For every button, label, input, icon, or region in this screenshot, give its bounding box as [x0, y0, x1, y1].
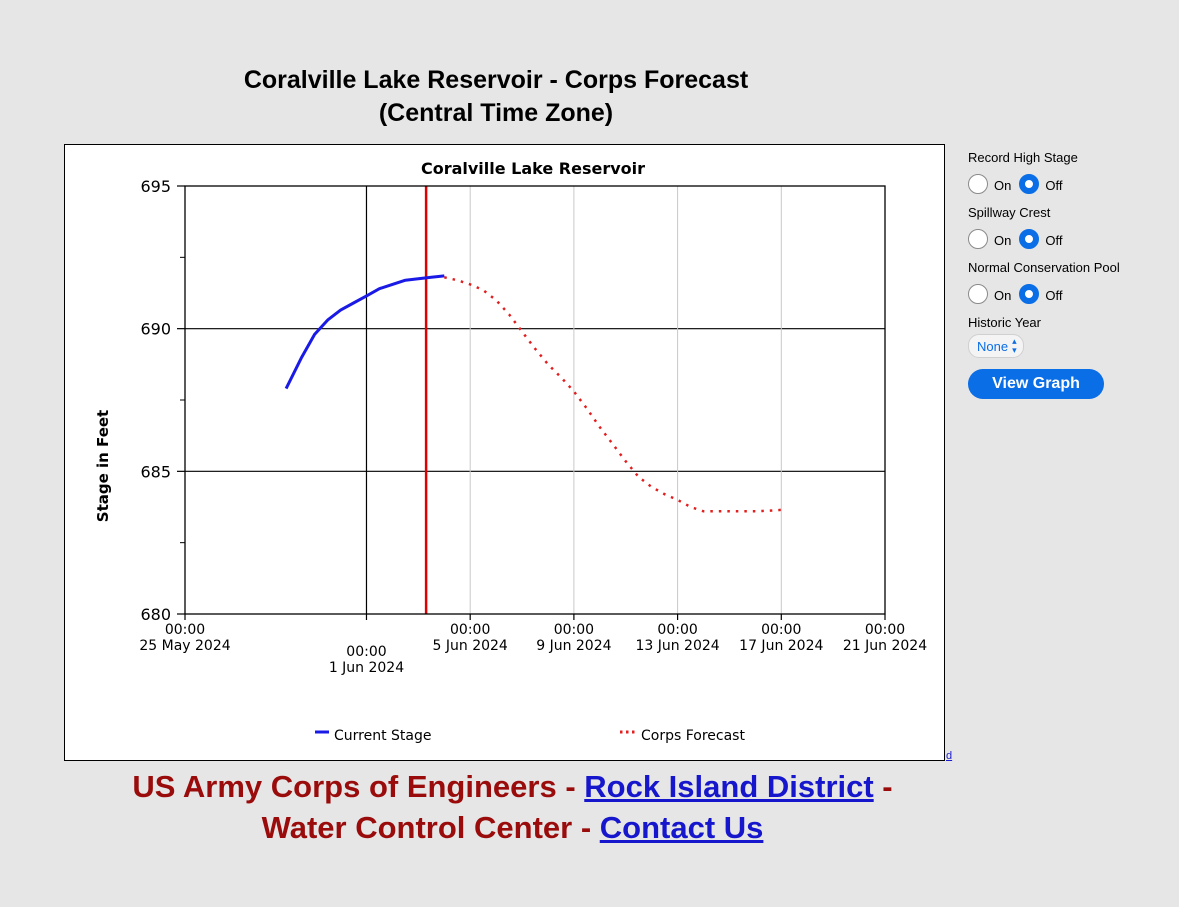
spillway-crest-on-radio[interactable]	[968, 228, 988, 249]
x-tick-date-label: 25 May 2024	[139, 638, 230, 654]
normal-conservation-pool-off-radio[interactable]	[1019, 283, 1040, 304]
x-tick-date-label: 5 Jun 2024	[433, 638, 508, 654]
record-high-stage-on-radio[interactable]	[968, 173, 988, 194]
plot-area-border	[184, 185, 886, 615]
normal-conservation-pool-off-label: Off	[1045, 288, 1063, 303]
x-tick-date-label: 9 Jun 2024	[536, 638, 611, 654]
spillway-crest-off-label: Off	[1045, 233, 1063, 248]
x-tick-time-label: 00:00	[865, 622, 905, 638]
corps-forecast-line	[444, 276, 782, 513]
x-tick-time-label: 00:00	[761, 622, 801, 638]
spillway-crest-off-radio[interactable]	[1019, 228, 1040, 249]
contact-us-link[interactable]: Contact Us	[599, 810, 764, 845]
spillway-crest-on-label: On	[994, 233, 1012, 248]
chart-frame: Coralville Lake Reservoir Stage in Feet …	[64, 144, 945, 761]
x-tick-date-label: 17 Jun 2024	[739, 638, 823, 654]
record-high-stage-group: Record High Stage On Off	[968, 148, 1173, 203]
record-high-stage-label: Record High Stage	[968, 150, 1078, 165]
chart-title: Coralville Lake Reservoir	[421, 159, 645, 178]
y-axis-label: Stage in Feet	[94, 410, 112, 522]
historic-year-label: Historic Year	[968, 315, 1041, 330]
x-tick-time-label: 00:00	[165, 622, 205, 638]
x-tick-date-label: 21 Jun 2024	[843, 638, 927, 654]
page-title-line-1: Coralville Lake Reservoir - Corps Foreca…	[243, 66, 749, 94]
page-title-line-2: (Central Time Zone)	[378, 99, 614, 127]
record-high-stage-on-label: On	[994, 178, 1012, 193]
legend-current-stage-label: Current Stage	[334, 728, 432, 744]
x-tick-time-label: 00:00	[657, 622, 697, 638]
historic-year-select[interactable]: None ▴ ▾	[968, 334, 1024, 358]
stage-chart: Coralville Lake Reservoir Stage in Feet …	[94, 159, 927, 744]
spillway-crest-group: Spillway Crest On Off	[968, 203, 1173, 258]
footer-line-2: Water Control Center - Contact Us	[60, 807, 965, 848]
y-tick-label: 685	[140, 462, 171, 481]
legend: Current Stage Corps Forecast	[315, 728, 745, 744]
footer-org-text: US Army Corps of Engineers -	[132, 769, 585, 804]
normal-conservation-pool-on-label: On	[994, 288, 1012, 303]
record-high-stage-off-radio[interactable]	[1019, 173, 1040, 194]
truncated-link[interactable]: d	[946, 750, 953, 762]
updown-chevron-icon: ▴ ▾	[1012, 336, 1017, 355]
spillway-crest-label: Spillway Crest	[968, 205, 1051, 220]
x-tick-time-label: 00:00	[346, 644, 386, 660]
x-tick-time-label: 00:00	[554, 622, 594, 638]
normal-conservation-pool-on-radio[interactable]	[968, 283, 988, 304]
normal-conservation-pool-label: Normal Conservation Pool	[968, 260, 1120, 275]
view-graph-button[interactable]: View Graph	[968, 369, 1104, 399]
footer-dash: -	[873, 769, 893, 804]
record-high-stage-off-label: Off	[1045, 178, 1063, 193]
graph-controls: Record High Stage On Off Spillway Crest …	[968, 148, 1173, 399]
current-stage-line	[284, 274, 445, 390]
x-tick-date-label: 1 Jun 2024	[329, 660, 404, 676]
footer-center-text: Water Control Center -	[261, 810, 600, 845]
y-tick-label: 695	[140, 177, 171, 196]
page-title: Coralville Lake Reservoir - Corps Foreca…	[65, 64, 927, 130]
legend-corps-forecast-label: Corps Forecast	[641, 728, 745, 744]
y-tick-label: 680	[140, 605, 171, 624]
x-tick-time-label: 00:00	[450, 622, 490, 638]
y-tick-label: 690	[140, 320, 171, 339]
rock-island-district-link[interactable]: Rock Island District	[584, 769, 874, 804]
x-tick-date-label: 13 Jun 2024	[635, 638, 719, 654]
footer: US Army Corps of Engineers - Rock Island…	[60, 766, 965, 848]
normal-conservation-pool-group: Normal Conservation Pool On Off	[968, 258, 1173, 313]
footer-line-1: US Army Corps of Engineers - Rock Island…	[60, 766, 965, 807]
historic-year-value: None	[977, 338, 1009, 354]
